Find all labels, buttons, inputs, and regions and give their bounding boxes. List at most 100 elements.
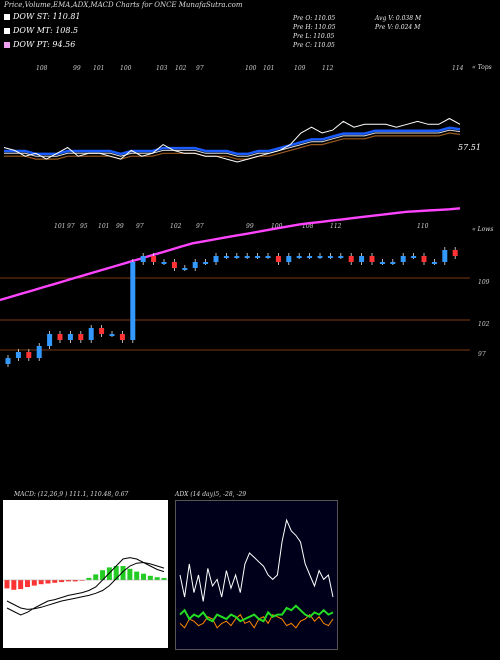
macd-histogram-bar	[86, 577, 92, 580]
blue-ema-line	[4, 126, 461, 156]
top-number-label: 112	[322, 65, 334, 72]
low-number-label: 99	[246, 223, 254, 230]
candle-body	[5, 358, 11, 364]
macd-histogram-bar	[38, 580, 44, 585]
candle-body	[317, 256, 323, 258]
dow-pt-series	[0, 207, 461, 302]
price-level-label: 97	[478, 351, 486, 358]
candle-body	[151, 256, 157, 262]
macd-histogram-bar	[72, 580, 78, 582]
legend-pt: DOW PT: 94.56	[4, 40, 75, 49]
top-number-label: 99	[73, 65, 81, 72]
candle-body	[296, 256, 302, 258]
top-number-label: 101	[93, 65, 104, 72]
macd-histogram-bar	[134, 571, 140, 580]
low-number-label: 101	[54, 223, 65, 230]
top-number-label: 108	[36, 65, 48, 72]
top-number-label: 114	[452, 65, 464, 72]
low-number-label: 99	[116, 223, 124, 230]
candle-body	[431, 262, 437, 264]
candle-body	[57, 334, 63, 340]
top-number-label: 97	[196, 65, 204, 72]
top-number-label: 101	[263, 65, 274, 72]
macd-histogram-bar	[4, 580, 10, 589]
low-number-label: 97	[196, 223, 204, 230]
ema-lines	[3, 117, 461, 163]
tops-label: « Tops	[472, 64, 492, 71]
price-level-label: 102	[478, 321, 490, 328]
top-number-label: 102	[175, 65, 187, 72]
macd-histogram-bar	[45, 580, 51, 584]
macd-histogram-bar	[147, 575, 153, 580]
macd-title: MACD: (12,26,9 ) 111.1, 110.48, 0.67	[14, 491, 129, 498]
candles	[5, 247, 458, 367]
top-number-label: 100	[245, 65, 257, 72]
low-number-label: 97	[67, 223, 75, 230]
legend-label-st: DOW ST: 110.81	[13, 12, 81, 21]
adx-panel	[175, 500, 338, 650]
macd-histogram-bar	[65, 580, 71, 582]
low-number-label: 110	[417, 223, 429, 230]
macd-histogram-bar	[113, 566, 119, 580]
low-number-label: 112	[330, 223, 342, 230]
legend-swatch-mt	[4, 28, 10, 34]
macd-histogram-bar	[52, 580, 58, 583]
chart-title: Price,Volume,EMA,ADX,MACD Charts for ONC…	[4, 1, 243, 9]
candle-body	[119, 334, 125, 340]
macd-histogram-bar	[120, 566, 126, 580]
macd-histogram-bar	[79, 580, 85, 581]
legend-st: DOW ST: 110.81	[4, 12, 81, 21]
candle-body	[140, 256, 146, 262]
candle-body	[307, 256, 313, 258]
macd-chart	[3, 557, 168, 616]
macd-histogram-bar	[18, 580, 24, 590]
macd-histogram-bar	[141, 573, 147, 580]
macd-histogram-bar	[59, 580, 65, 583]
info-high: Pre H: 110.05	[293, 24, 336, 31]
candle-body	[15, 352, 21, 358]
candle-body	[47, 334, 53, 346]
candle-body	[348, 256, 354, 262]
macd-histogram-bar	[161, 577, 167, 580]
top-number-labels: 108 99 101 100 103 102 97 100 101 109 112 114	[36, 65, 464, 72]
top-number-label: 100	[120, 65, 132, 72]
price-chart: 108 99 101 100 103 102 97 100 101 109 112 114 101 97…	[0, 65, 490, 367]
low-number-label: 97	[136, 223, 144, 230]
dow-mt-line	[4, 129, 461, 157]
candle-body	[161, 262, 167, 264]
lows-label: « Lows	[472, 226, 494, 233]
legend-mt: DOW MT: 108.5	[4, 26, 78, 35]
macd-line	[6, 557, 165, 616]
candle-body	[88, 328, 94, 340]
low-number-label: 95	[80, 223, 88, 230]
candle-body	[390, 262, 396, 264]
low-number-labels: 101 97 95 101 99 97 102 97 99 100 108 112 110	[54, 223, 429, 230]
candle-body	[379, 262, 385, 264]
macd-panel	[3, 500, 168, 648]
legend-label-pt: DOW PT: 94.56	[13, 40, 76, 49]
candle-body	[234, 256, 240, 258]
candle-body	[400, 256, 406, 262]
adx-title: ADX (14 day)5, -28, -29	[175, 491, 247, 498]
low-number-label: 108	[302, 223, 314, 230]
candle-body	[203, 262, 209, 264]
candle-body	[171, 262, 177, 268]
candle-body	[265, 256, 271, 258]
price-level-lines: 109 102 97	[0, 277, 490, 358]
low-number-label: 102	[170, 223, 182, 230]
candle-body	[109, 334, 115, 336]
top-number-label: 103	[156, 65, 168, 72]
adx-line	[179, 518, 334, 602]
info-pre-vol: Pre V: 0.024 M	[375, 24, 421, 31]
candle-body	[26, 352, 32, 358]
last-price-label: 57.51	[458, 143, 481, 152]
candle-body	[192, 262, 198, 268]
candle-body	[255, 256, 261, 258]
macd-histogram-bar	[127, 568, 133, 580]
legend-label-mt: DOW MT: 108.5	[13, 26, 79, 35]
candle-body	[411, 256, 417, 258]
macd-histogram-bar	[31, 580, 37, 586]
candle-body	[359, 256, 365, 262]
candle-body	[36, 346, 42, 358]
legend-swatch-st	[4, 14, 10, 20]
